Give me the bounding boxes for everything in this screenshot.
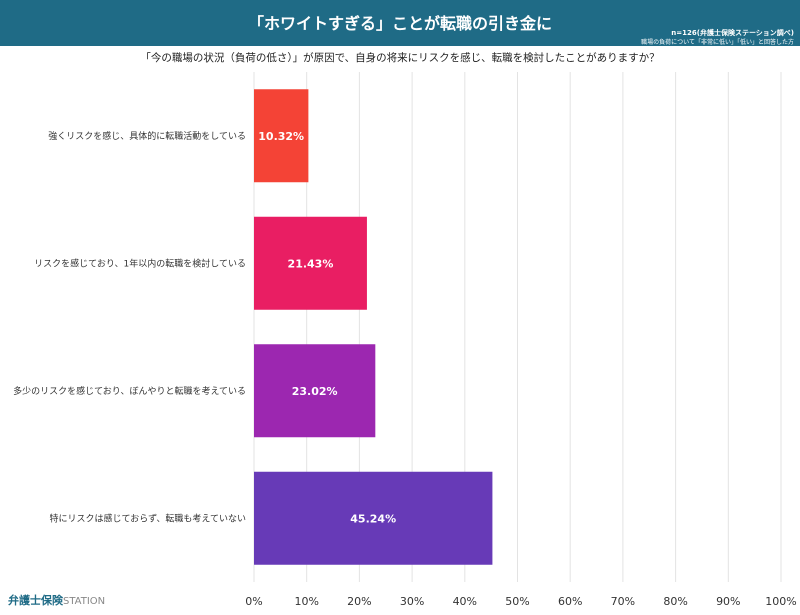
x-tick-label: 50% [505, 595, 529, 608]
x-tick-label: 70% [611, 595, 635, 608]
data-label: 23.02% [292, 385, 338, 398]
category-label: 特にリスクは感じておらず、転職も考えていない [50, 512, 246, 524]
category-label: 多少のリスクを感じており、ぼんやりと転職を考えている [13, 385, 246, 397]
category-label: 強くリスクを感じ、具体的に転職活動をしている [48, 130, 246, 142]
x-tick-label: 40% [453, 595, 477, 608]
x-tick-label: 80% [663, 595, 687, 608]
x-tick-label: 20% [347, 595, 371, 608]
logo-suffix: STATION [63, 596, 106, 607]
data-label: 21.43% [288, 257, 334, 270]
x-tick-label: 100% [765, 595, 796, 608]
bar [254, 216, 367, 310]
bar [254, 471, 493, 565]
category-label: リスクを感じており、1年以内の転職を検討している [34, 257, 246, 269]
x-tick-label: 10% [294, 595, 318, 608]
x-tick-label: 60% [558, 595, 582, 608]
logo-text: 弁護士保険 [8, 594, 63, 607]
chart-title: 「今の職場の状況（負荷の低さ）」が原因で、自身の将来にリスクを感じ、転職を検討し… [140, 52, 660, 64]
data-label: 45.24% [350, 512, 396, 525]
x-tick-label: 90% [716, 595, 740, 608]
page-title: 「ホワイトすぎる」ことが転職の引き金に [247, 14, 552, 33]
data-label: 10.32% [258, 130, 304, 143]
x-tick-label: 30% [400, 595, 424, 608]
x-tick-label: 0% [245, 595, 262, 608]
sample-note: n=126(弁護士保険ステーション調べ) [671, 29, 794, 37]
sample-subnote: 職場の負荷について「非常に低い」「低い」と回答した方 [641, 39, 794, 46]
bar [254, 89, 309, 183]
header-bar: 「ホワイトすぎる」ことが転職の引き金に n=126(弁護士保険ステーション調べ)… [0, 0, 800, 46]
bar [254, 344, 376, 438]
logo: 弁護士保険STATION [8, 592, 105, 608]
